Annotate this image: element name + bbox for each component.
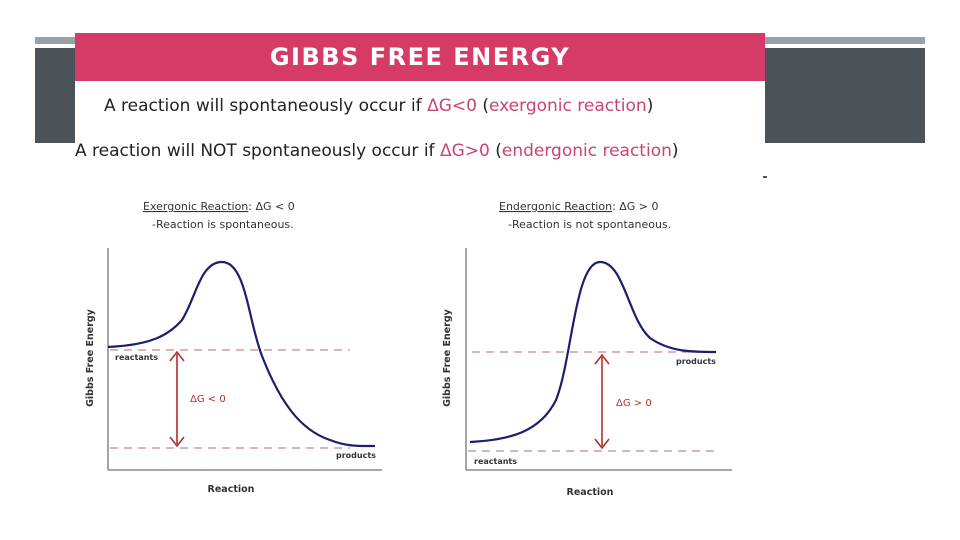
rule-open-paren: ( <box>476 96 489 116</box>
right-dark-bar <box>765 48 925 143</box>
slide-title: GIBBS FREE ENERGY <box>269 43 571 71</box>
x-axis-label: Reaction <box>567 487 614 498</box>
y-axis-label: Gibbs Free Energy <box>85 308 96 407</box>
delta-g-label: ΔG > 0 <box>616 398 652 409</box>
diagram-note: -Reaction is not spontaneous. <box>508 218 671 231</box>
arrow-head-down <box>169 436 185 448</box>
rule-reaction-type: endergonic reaction <box>501 141 672 161</box>
rule-open-paren: ( <box>489 141 502 161</box>
arrow-head-down <box>594 438 610 450</box>
rule-close-paren: ) <box>671 141 679 161</box>
y-axis-label: Gibbs Free Energy <box>442 308 453 407</box>
diagram-heading: Endergonic Reaction: ΔG > 0 <box>499 200 659 213</box>
rule-text: A reaction will spontaneously occur if <box>104 96 428 116</box>
spontaneous-rule-line: A reaction will spontaneously occur if Δ… <box>104 96 653 116</box>
title-band <box>75 33 765 81</box>
rule-reaction-type: exergonic reaction <box>488 96 647 116</box>
x-axis-label: Reaction <box>208 484 255 495</box>
rule-condition: ΔG>0 <box>439 141 490 161</box>
text-panel <box>75 81 765 176</box>
products-label: products <box>676 357 716 366</box>
non-spontaneous-rule-line: A reaction will NOT spontaneously occur … <box>75 141 679 161</box>
arrow-head-up <box>594 353 610 365</box>
reactants-label: reactants <box>474 457 517 466</box>
left-dark-bar <box>35 48 75 143</box>
energy-curve <box>107 260 376 448</box>
diagram-heading: Exergonic Reaction: ΔG < 0 <box>143 200 295 213</box>
diagram-note: -Reaction is spontaneous. <box>152 218 294 231</box>
rule-close-paren: ) <box>646 96 654 116</box>
reactants-label: reactants <box>115 353 158 362</box>
small-dash-mark <box>763 176 767 178</box>
endergonic-diagram: Endergonic Reaction: ΔG > 0 -Reaction is… <box>442 200 732 498</box>
energy-curve <box>469 260 717 444</box>
exergonic-diagram: Exergonic Reaction: ΔG < 0 -Reaction is … <box>85 200 382 495</box>
rule-text: A reaction will NOT spontaneously occur … <box>75 141 440 161</box>
arrow-head-up <box>169 350 185 362</box>
rule-condition: ΔG<0 <box>427 96 477 116</box>
products-label: products <box>336 451 376 460</box>
delta-g-label: ΔG < 0 <box>190 394 226 405</box>
